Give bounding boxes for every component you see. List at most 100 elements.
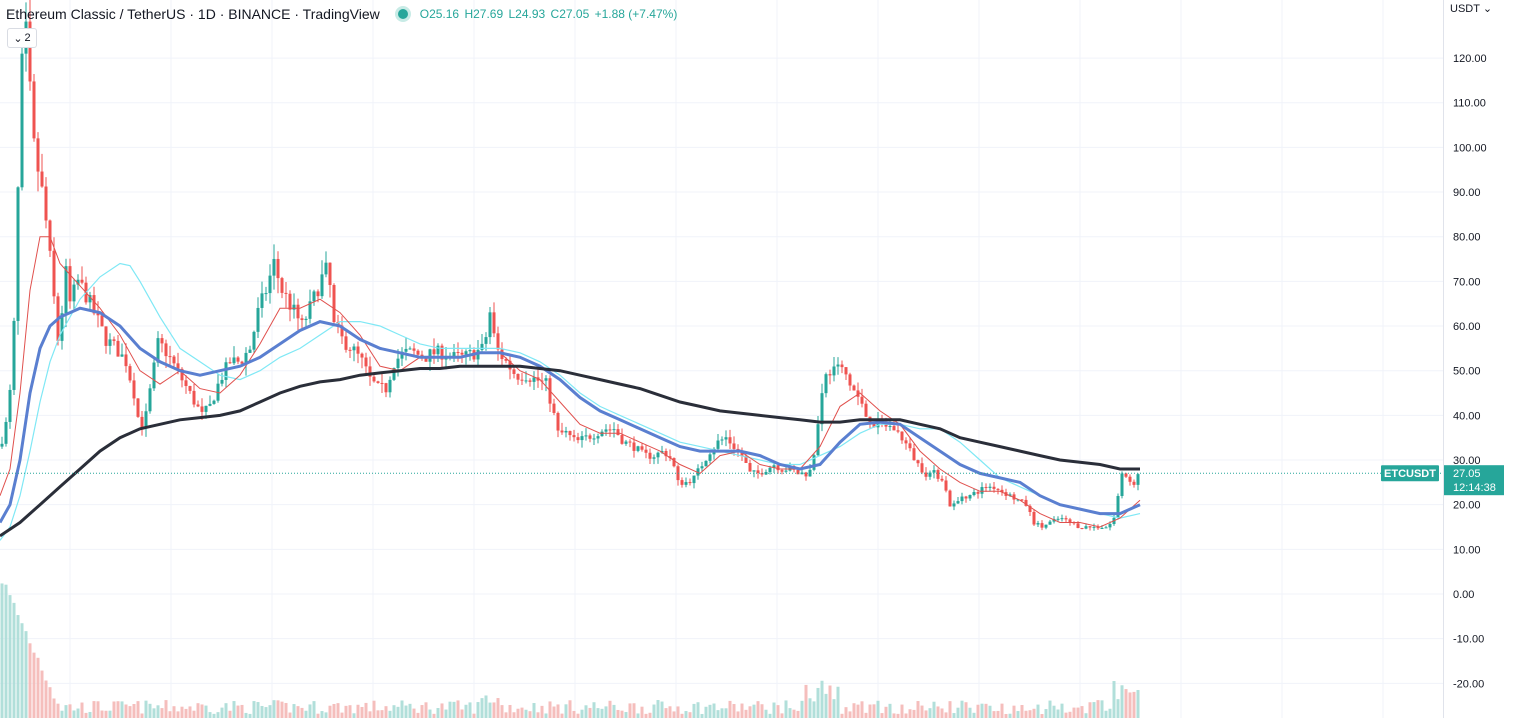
- candle-body: [1020, 499, 1024, 501]
- candle-body: [1116, 496, 1120, 518]
- volume-bar: [1136, 690, 1140, 718]
- volume-bar: [524, 709, 528, 718]
- candle-body: [304, 318, 308, 321]
- volume-bar: [752, 704, 756, 718]
- volume-bars: [0, 583, 1140, 718]
- open-value: O25.16: [419, 7, 460, 21]
- candle-body: [1136, 474, 1140, 485]
- volume-bar: [412, 708, 416, 718]
- symbol-title[interactable]: Ethereum Classic / TetherUS · 1D · BINAN…: [6, 6, 380, 22]
- volume-bar: [656, 700, 660, 718]
- candle-body: [596, 436, 600, 439]
- candle-body: [836, 364, 840, 367]
- currency-selector[interactable]: USDT ⌄: [1450, 2, 1492, 15]
- volume-bar: [64, 705, 68, 718]
- volume-bar: [916, 701, 920, 718]
- y-tick-label: 70.00: [1453, 276, 1481, 288]
- volume-bar: [4, 584, 8, 718]
- volume-bar: [532, 703, 536, 718]
- volume-bar: [828, 685, 832, 718]
- volume-bar: [580, 709, 584, 718]
- candle-body: [276, 258, 280, 279]
- volume-bar: [672, 711, 676, 718]
- volume-bar: [1120, 685, 1124, 718]
- candle-body: [772, 465, 776, 468]
- candle-body: [656, 452, 660, 458]
- candle-body: [192, 390, 196, 405]
- candle-body: [372, 376, 376, 382]
- candle-body: [840, 364, 844, 368]
- volume-bar: [876, 700, 880, 718]
- price-axis[interactable]: 120.00 110.00 100.00 90.00 80.00 70.00 60.00 50…: [1443, 0, 1513, 718]
- volume-bar: [100, 710, 104, 718]
- candle-body: [20, 53, 24, 188]
- candle-body: [364, 357, 368, 367]
- indicators-toggle-button[interactable]: ⌄ 2: [7, 28, 37, 48]
- volume-bar: [684, 711, 688, 718]
- candle-body: [0, 443, 4, 447]
- candle-body: [940, 478, 944, 481]
- volume-bar: [12, 602, 16, 718]
- candle-body: [412, 348, 416, 351]
- candle-body: [984, 487, 988, 489]
- candle-body: [456, 352, 460, 354]
- candle-body: [632, 442, 636, 451]
- volume-bar: [284, 702, 288, 718]
- candle-body: [340, 325, 344, 337]
- candle-body: [152, 362, 156, 389]
- candle-body: [584, 435, 588, 437]
- candle-body: [616, 429, 620, 436]
- market-status-icon[interactable]: [397, 9, 408, 19]
- candle-body: [628, 441, 632, 443]
- candle-body: [200, 406, 204, 412]
- candle-body: [100, 315, 104, 327]
- candle-body: [668, 456, 672, 459]
- volume-bar: [648, 712, 652, 718]
- candle-body: [680, 480, 684, 485]
- volume-bar: [288, 712, 292, 718]
- volume-bar: [260, 705, 264, 718]
- candle-body: [492, 312, 496, 334]
- y-tick-label: 0.00: [1453, 589, 1474, 601]
- volume-bar: [596, 708, 600, 718]
- volume-bar: [112, 701, 116, 718]
- candle-body: [796, 469, 800, 475]
- volume-bar: [52, 698, 56, 718]
- candle-body: [332, 285, 336, 323]
- volume-bar: [816, 687, 820, 718]
- candle-body: [256, 307, 260, 332]
- volume-bar: [1060, 703, 1064, 718]
- chevron-down-icon: ⌄: [1482, 3, 1493, 15]
- volume-bar: [872, 704, 876, 718]
- volume-bar: [216, 712, 220, 718]
- volume-bar: [1056, 709, 1060, 718]
- candle-body: [344, 336, 348, 350]
- volume-bar: [880, 713, 884, 718]
- candle-body: [1016, 499, 1020, 501]
- candle-body: [300, 318, 304, 321]
- volume-bar: [616, 709, 620, 718]
- volume-bar: [1020, 705, 1024, 718]
- candle-body: [952, 503, 956, 507]
- candle-body: [280, 278, 284, 293]
- volume-bar: [84, 712, 88, 718]
- y-tick-label: 50.00: [1453, 366, 1481, 378]
- volume-bar: [1128, 692, 1132, 718]
- candle-body: [268, 275, 272, 294]
- candle-body: [384, 383, 388, 393]
- volume-bar: [996, 710, 1000, 718]
- volume-bar: [728, 700, 732, 718]
- volume-bar: [956, 707, 960, 718]
- volume-bar: [680, 713, 684, 718]
- candle-body: [1132, 481, 1136, 485]
- volume-bar: [1052, 705, 1056, 718]
- candle-body: [32, 81, 36, 139]
- volume-bar: [604, 706, 608, 718]
- volume-bar: [740, 703, 744, 718]
- candle-body: [992, 486, 996, 489]
- volume-bar: [976, 704, 980, 718]
- volume-bar: [500, 705, 504, 718]
- candle-body: [1008, 494, 1012, 496]
